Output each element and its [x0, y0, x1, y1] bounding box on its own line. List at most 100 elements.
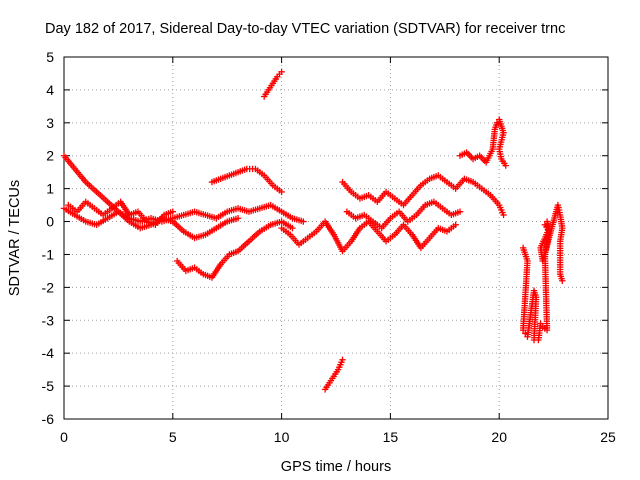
- data-point: [234, 168, 242, 176]
- data-point: [541, 251, 549, 258]
- data-point: [556, 271, 564, 278]
- data-point: [117, 198, 124, 205]
- data-point: [487, 192, 494, 199]
- data-point: [500, 129, 507, 136]
- data-point: [343, 208, 351, 215]
- data-point: [99, 211, 107, 219]
- data-point: [430, 198, 438, 205]
- y-tick-label: 1: [46, 181, 54, 197]
- data-point: [169, 218, 176, 225]
- data-point: [422, 201, 429, 209]
- data-point: [182, 267, 190, 275]
- data-point: [278, 208, 285, 215]
- data-point: [443, 228, 451, 235]
- data-point: [448, 211, 455, 219]
- y-tick-label: 3: [46, 115, 54, 131]
- x-tick-label: 5: [169, 429, 177, 445]
- data-point: [289, 215, 296, 222]
- data-point: [245, 238, 253, 245]
- data-point: [461, 175, 468, 182]
- data-point: [234, 215, 242, 222]
- data-point: [522, 330, 529, 337]
- data-point: [352, 215, 359, 222]
- x-tick-labels: 0 5 10 15 20 25: [60, 429, 616, 445]
- data-point: [326, 379, 333, 386]
- data-point: [339, 356, 346, 363]
- data-point: [532, 294, 540, 301]
- data-point: [143, 218, 150, 225]
- data-point: [482, 159, 490, 166]
- data-point: [93, 221, 100, 229]
- chart-title: Day 182 of 2017, Sidereal Day-to-day VTE…: [45, 21, 565, 37]
- data-point: [493, 119, 501, 127]
- data-point: [169, 208, 176, 215]
- data-point: [234, 247, 242, 255]
- data-point: [289, 224, 296, 232]
- data-point: [208, 274, 216, 281]
- data-point: [356, 224, 364, 232]
- data-point: [382, 188, 390, 196]
- data-point: [256, 205, 264, 212]
- data-point: [269, 80, 277, 87]
- x-tick-label: 15: [383, 429, 399, 445]
- data-point: [456, 208, 464, 215]
- y-tick-label: -1: [42, 246, 55, 262]
- data-point: [522, 251, 529, 258]
- data-point: [208, 178, 216, 186]
- data-point: [65, 201, 72, 209]
- data-point: [559, 224, 566, 232]
- data-point: [498, 155, 505, 163]
- data-point: [334, 366, 342, 373]
- data-point: [295, 241, 303, 248]
- data-point: [452, 185, 459, 192]
- data-point: [491, 126, 499, 133]
- data-point: [435, 224, 442, 232]
- data-point: [217, 175, 224, 182]
- data-point: [330, 373, 338, 380]
- data-point: [136, 218, 144, 225]
- y-axis-label: SDTVAR / TECUs: [7, 180, 23, 296]
- data-point: [408, 231, 416, 238]
- data-point: [136, 224, 144, 232]
- y-tick-labels: -6 -5 -4 -3 -2 -1 0 1 2 3 4 5: [42, 49, 55, 427]
- data-point: [530, 287, 538, 294]
- data-point: [541, 221, 549, 229]
- data-point: [226, 172, 233, 179]
- x-tick-label: 25: [600, 429, 616, 445]
- data-point: [348, 188, 355, 196]
- data-point: [173, 257, 181, 265]
- data-point: [60, 152, 68, 159]
- data-point: [426, 175, 433, 182]
- data-point: [191, 208, 198, 215]
- data-point: [489, 145, 496, 153]
- data-point: [267, 201, 274, 209]
- plot-frame: [63, 56, 609, 420]
- data-point: [243, 165, 250, 173]
- data-point: [535, 336, 542, 344]
- data-point: [115, 208, 122, 215]
- data-point: [252, 165, 259, 173]
- data-point: [361, 211, 368, 219]
- data-point: [213, 224, 220, 232]
- y-tick-label: -6: [42, 411, 55, 427]
- data-point: [404, 218, 412, 225]
- series-track-k: [459, 118, 508, 167]
- data-point: [104, 215, 111, 222]
- data-point: [60, 205, 68, 212]
- data-points: [60, 68, 566, 393]
- data-point: [413, 211, 420, 219]
- data-point: [519, 326, 527, 334]
- data-point: [417, 182, 425, 189]
- data-point: [391, 195, 398, 202]
- data-point: [330, 231, 338, 238]
- data-point: [339, 178, 346, 186]
- data-point: [387, 215, 394, 222]
- x-axis-label: GPS time / hours: [281, 459, 391, 475]
- data-point: [559, 277, 566, 284]
- data-point: [524, 333, 531, 340]
- data-point: [126, 211, 133, 219]
- data-point: [400, 201, 407, 209]
- data-point: [463, 149, 470, 156]
- data-point: [478, 185, 485, 192]
